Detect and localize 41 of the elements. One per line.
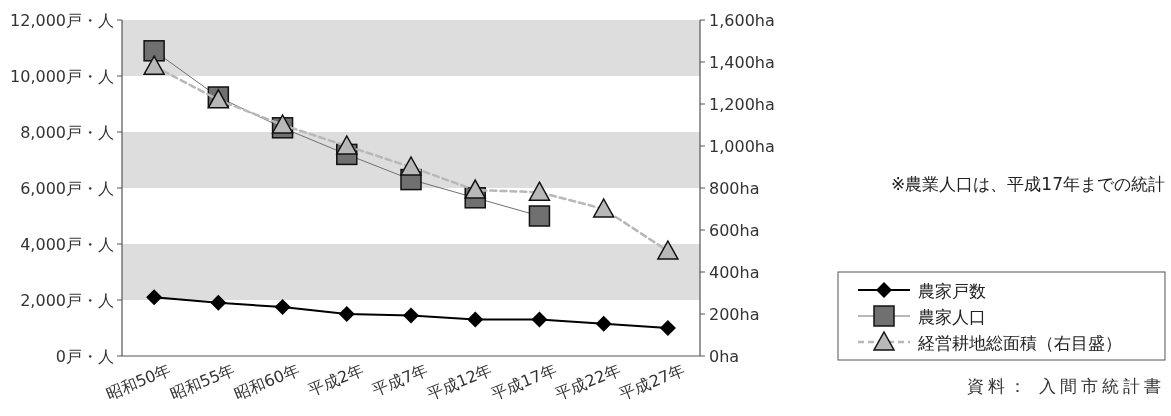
- x-tick-label: 平成2年: [305, 360, 367, 400]
- text: ※農業人口は、平成17年までの統計: [891, 174, 1165, 194]
- point: [592, 198, 615, 218]
- y2-tick-label: 0ha: [709, 347, 740, 366]
- y2-tick-label: 1,400ha: [709, 53, 775, 72]
- point: [595, 315, 612, 332]
- point: [146, 289, 163, 306]
- legend-label: 経営耕地総面積（右目盛）: [917, 333, 1122, 353]
- y2-tick-label: 400ha: [709, 263, 760, 282]
- y-tick-label: 6,000戸・人: [20, 179, 114, 198]
- point: [274, 299, 291, 315]
- y2-tick-label: 1,200ha: [709, 95, 775, 114]
- point: [210, 294, 227, 311]
- point: [338, 306, 355, 322]
- point: [336, 135, 358, 155]
- y2-tick-label: 200ha: [709, 305, 760, 324]
- point: [659, 320, 676, 336]
- text: 資料： 入間市統計書: [966, 376, 1165, 396]
- y-tick-label: 10,000戸・人: [10, 67, 114, 86]
- y2-tick-label: 1,600ha: [709, 11, 775, 30]
- point: [657, 240, 679, 260]
- point: [143, 40, 165, 62]
- y-tick-label: 12,000戸・人: [10, 11, 114, 30]
- point: [531, 311, 548, 328]
- legend-label: 農家人口: [918, 307, 986, 327]
- point: [528, 181, 551, 201]
- point: [400, 156, 422, 176]
- y2-tick-label: 1,000ha: [709, 137, 775, 156]
- point: [143, 55, 165, 75]
- y-tick-label: 8,000戸・人: [20, 123, 114, 142]
- point: [271, 114, 294, 134]
- y-tick-label: 2,000戸・人: [20, 291, 114, 310]
- y-tick-label: 4,000戸・人: [20, 235, 114, 254]
- point: [467, 311, 484, 328]
- point: [528, 205, 551, 227]
- y2-tick-label: 800ha: [709, 179, 760, 198]
- y2-tick-label: 600ha: [709, 221, 760, 240]
- point: [403, 307, 419, 324]
- legend-label: 農家戸数: [918, 281, 986, 301]
- point: [464, 179, 486, 199]
- y-tick-label: 0戸・人: [55, 347, 114, 366]
